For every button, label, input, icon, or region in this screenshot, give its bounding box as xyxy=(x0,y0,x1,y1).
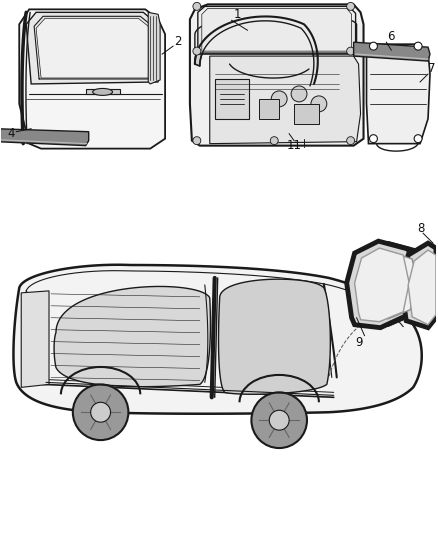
Polygon shape xyxy=(190,4,364,146)
Polygon shape xyxy=(215,79,249,119)
Circle shape xyxy=(193,47,201,55)
Circle shape xyxy=(73,384,128,440)
Polygon shape xyxy=(195,14,357,54)
Polygon shape xyxy=(19,10,165,149)
Polygon shape xyxy=(148,12,160,84)
Circle shape xyxy=(251,392,307,448)
Polygon shape xyxy=(349,243,426,325)
Polygon shape xyxy=(357,251,418,319)
Text: 8: 8 xyxy=(417,222,425,235)
Text: 7: 7 xyxy=(428,61,436,75)
Circle shape xyxy=(91,402,110,422)
Polygon shape xyxy=(355,248,409,322)
Polygon shape xyxy=(21,291,49,387)
Polygon shape xyxy=(36,18,150,78)
Text: 4: 4 xyxy=(7,127,15,140)
Polygon shape xyxy=(195,17,318,86)
Circle shape xyxy=(414,42,422,50)
Polygon shape xyxy=(353,42,430,61)
Polygon shape xyxy=(346,241,416,328)
Circle shape xyxy=(193,2,201,10)
Circle shape xyxy=(346,136,355,144)
Polygon shape xyxy=(54,286,210,386)
Polygon shape xyxy=(294,104,319,124)
Text: 9: 9 xyxy=(355,336,362,349)
Polygon shape xyxy=(210,56,360,144)
Polygon shape xyxy=(0,129,89,146)
Circle shape xyxy=(269,410,289,430)
Polygon shape xyxy=(202,9,352,51)
Ellipse shape xyxy=(93,88,113,95)
Circle shape xyxy=(270,136,278,144)
Polygon shape xyxy=(401,243,436,328)
Circle shape xyxy=(193,136,201,144)
Text: 2: 2 xyxy=(174,35,182,47)
Polygon shape xyxy=(14,265,422,414)
Polygon shape xyxy=(26,12,158,84)
Circle shape xyxy=(291,86,307,102)
Circle shape xyxy=(370,42,378,50)
Circle shape xyxy=(414,135,422,143)
Circle shape xyxy=(346,47,355,55)
Text: 11: 11 xyxy=(286,139,302,152)
Polygon shape xyxy=(219,279,330,394)
Circle shape xyxy=(346,2,355,10)
Circle shape xyxy=(370,135,378,143)
Polygon shape xyxy=(367,44,430,144)
Circle shape xyxy=(311,96,327,112)
Text: 6: 6 xyxy=(388,30,395,43)
Polygon shape xyxy=(408,250,436,325)
Polygon shape xyxy=(86,89,120,94)
Text: 1: 1 xyxy=(234,8,241,21)
Circle shape xyxy=(271,91,287,107)
Polygon shape xyxy=(259,99,279,119)
